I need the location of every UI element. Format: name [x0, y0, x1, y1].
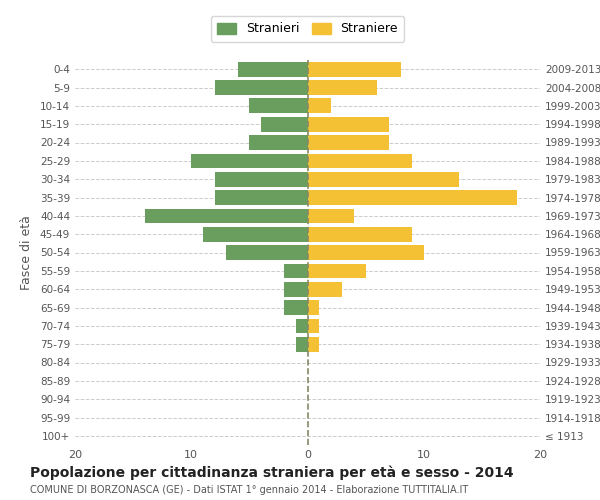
Bar	[308, 135, 389, 150]
Bar	[308, 245, 424, 260]
Bar	[308, 318, 319, 333]
Bar	[284, 282, 308, 296]
Bar	[308, 300, 319, 315]
Text: COMUNE DI BORZONASCA (GE) - Dati ISTAT 1° gennaio 2014 - Elaborazione TUTTITALIA: COMUNE DI BORZONASCA (GE) - Dati ISTAT 1…	[30, 485, 468, 495]
Bar	[308, 98, 331, 113]
Bar	[215, 190, 308, 205]
Bar	[296, 318, 308, 333]
Bar	[308, 227, 412, 242]
Bar	[238, 62, 308, 76]
Bar	[284, 264, 308, 278]
Bar	[261, 117, 308, 132]
Bar	[308, 264, 365, 278]
Bar	[308, 282, 343, 296]
Bar	[191, 154, 308, 168]
Bar	[203, 227, 308, 242]
Bar	[250, 135, 308, 150]
Bar	[226, 245, 308, 260]
Bar	[308, 80, 377, 95]
Bar	[308, 172, 458, 186]
Text: Popolazione per cittadinanza straniera per età e sesso - 2014: Popolazione per cittadinanza straniera p…	[30, 465, 514, 479]
Bar	[308, 337, 319, 351]
Bar	[215, 80, 308, 95]
Bar	[145, 208, 308, 223]
Bar	[215, 172, 308, 186]
Bar	[308, 154, 412, 168]
Bar	[308, 117, 389, 132]
Bar	[250, 98, 308, 113]
Bar	[308, 208, 354, 223]
Y-axis label: Fasce di età: Fasce di età	[20, 215, 33, 290]
Bar	[308, 62, 401, 76]
Bar	[284, 300, 308, 315]
Bar	[308, 190, 517, 205]
Bar	[296, 337, 308, 351]
Legend: Stranieri, Straniere: Stranieri, Straniere	[211, 16, 404, 42]
